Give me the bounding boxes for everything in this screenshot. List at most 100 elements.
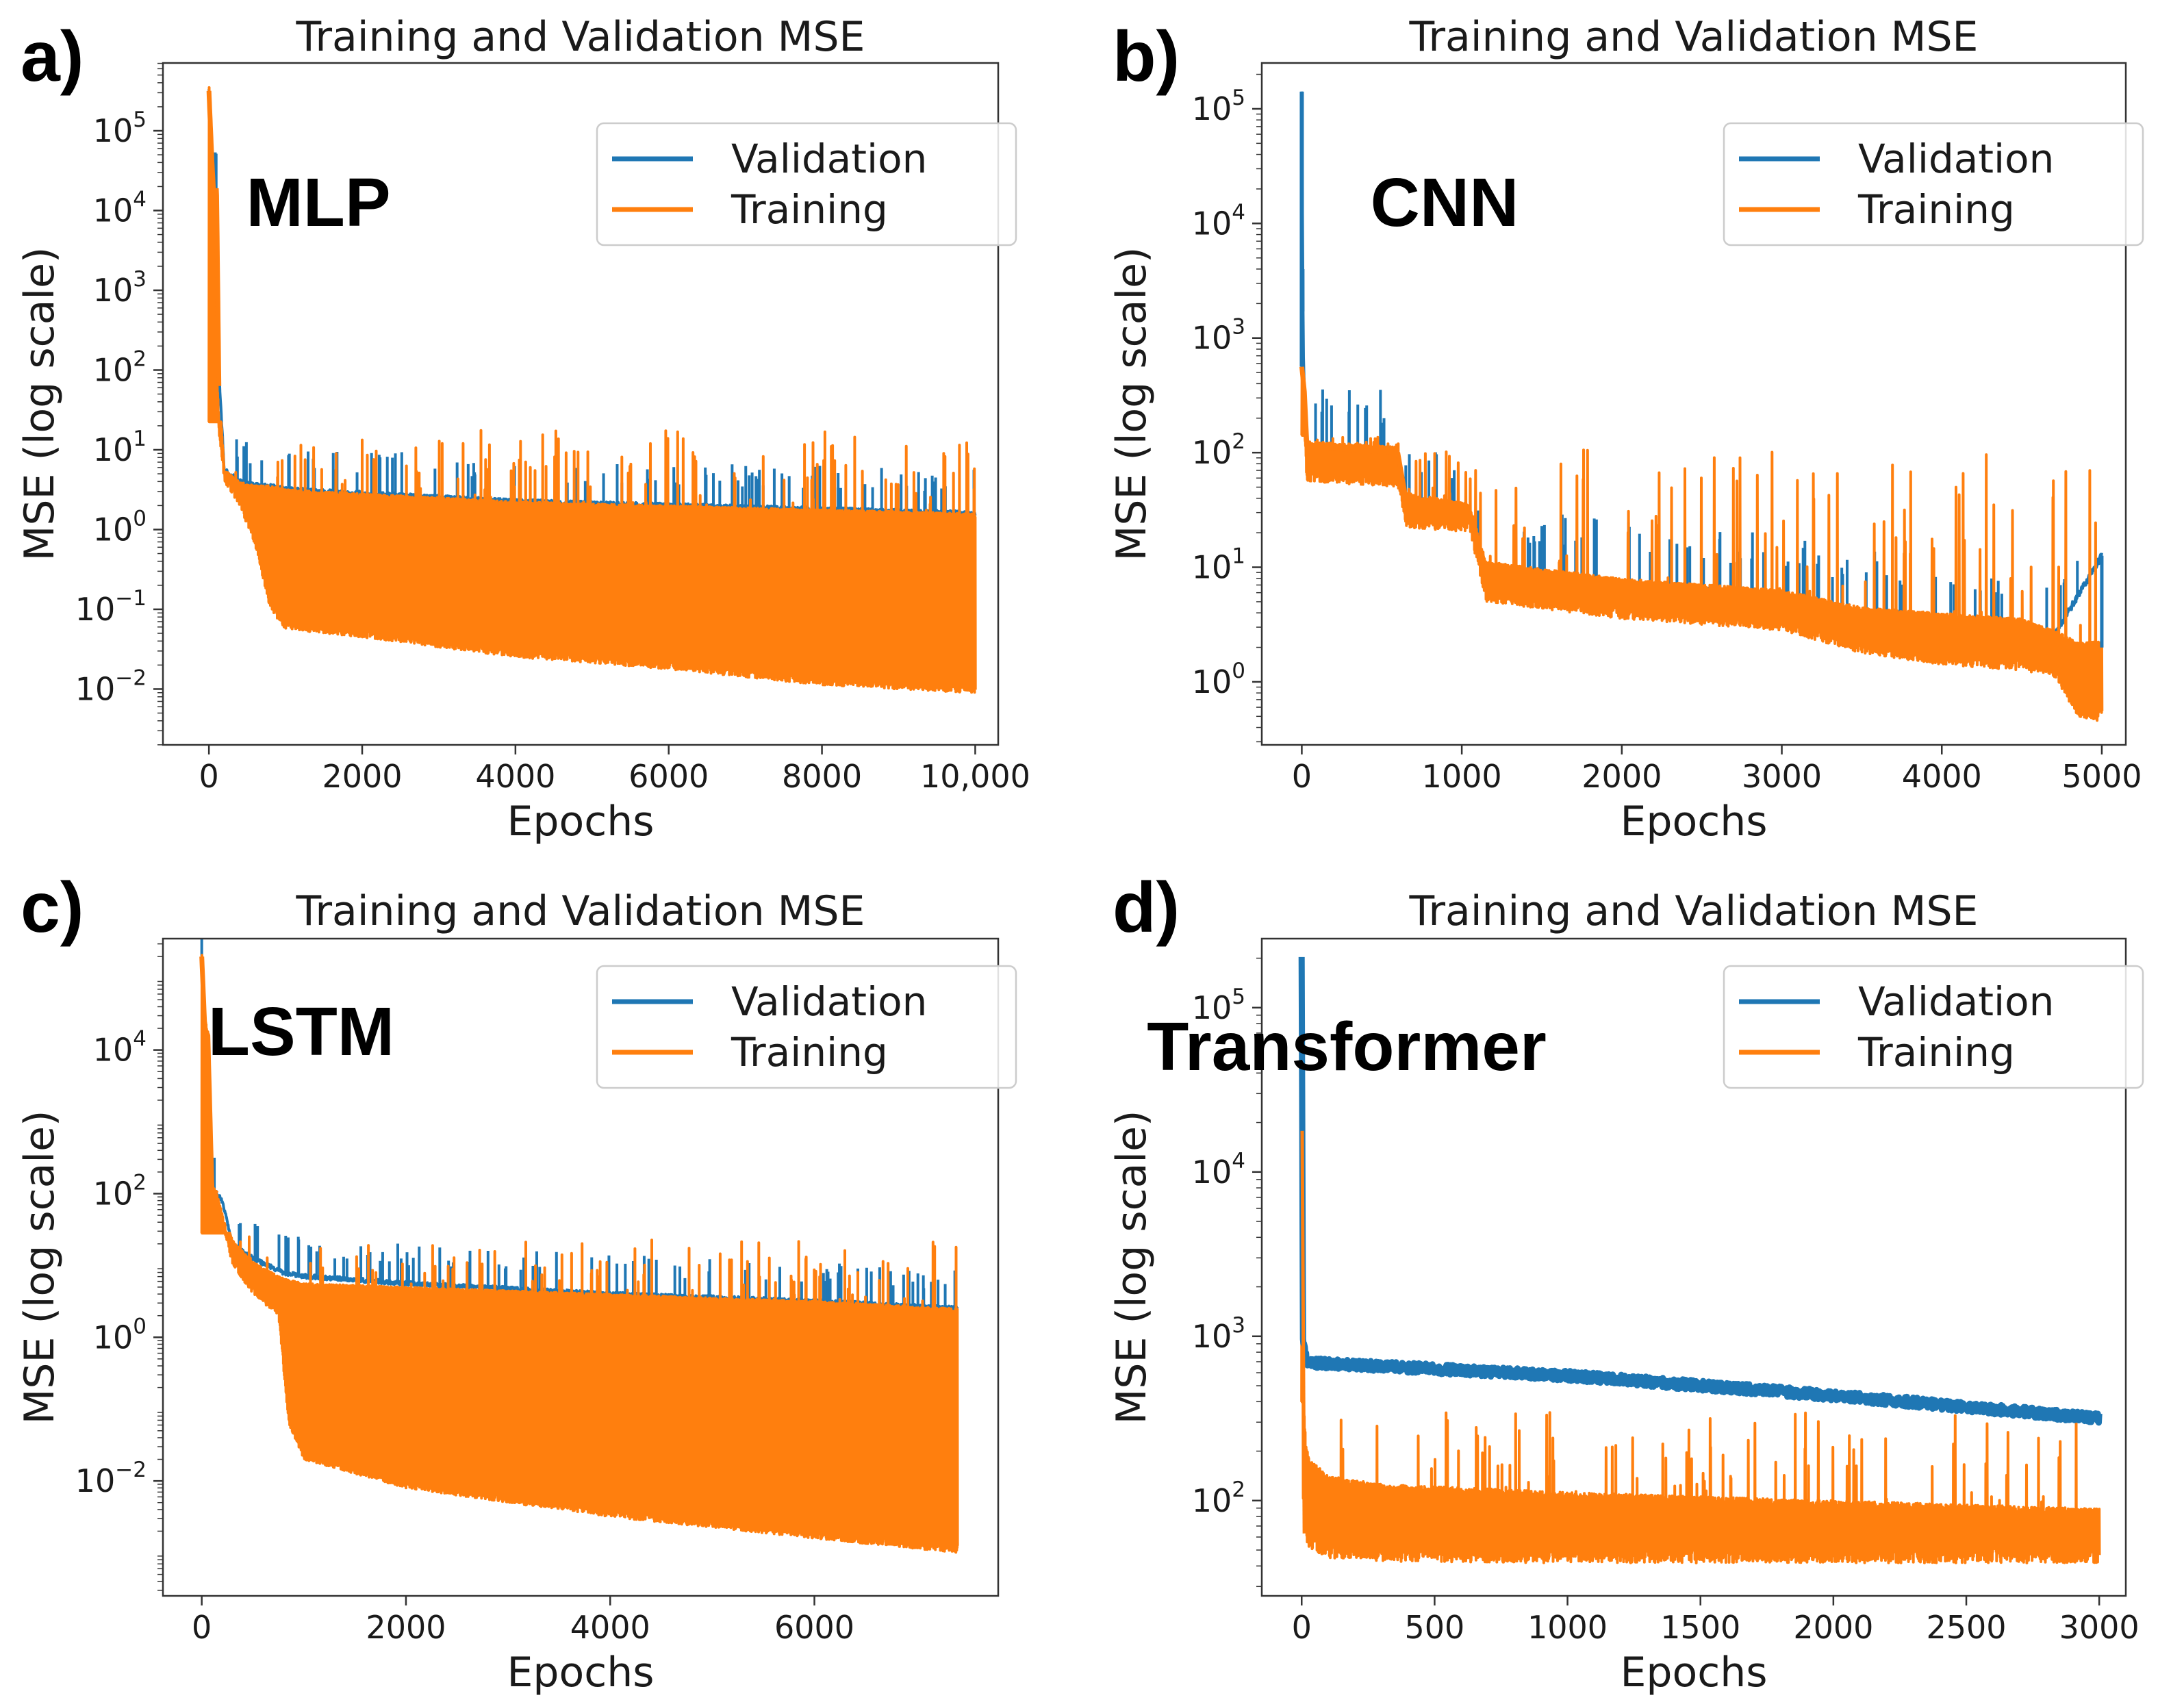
- y-axis-label: MSE (log scale): [1108, 247, 1156, 561]
- legend-label-validation: Validation: [731, 978, 927, 1025]
- legend-label-validation: Validation: [1858, 136, 2054, 182]
- panel-d: d) Training and Validation MSE 0 500 1000 150…: [1092, 851, 2184, 1702]
- y-tick-label: 104: [93, 188, 147, 229]
- y-tick-label: 103: [1192, 315, 1245, 357]
- y-tick-label: 10−2: [75, 1458, 147, 1499]
- training-series-line: [207, 86, 977, 694]
- training-initial-decay: [199, 956, 219, 1196]
- training-series-line: [200, 954, 959, 1554]
- x-tick-label: 8000: [782, 758, 862, 795]
- model-label: MLP: [246, 164, 390, 241]
- y-axis-label: MSE (log scale): [16, 247, 64, 561]
- model-label: CNN: [1371, 164, 1519, 241]
- x-tick-label: 1500: [1660, 1609, 1740, 1646]
- y-tick-label: 105: [1192, 985, 1245, 1026]
- x-tick-label: 1000: [1527, 1609, 1608, 1646]
- x-tick-label: 3000: [1742, 758, 1822, 795]
- y-tick-label: 10−2: [75, 665, 147, 707]
- y-tick-label: 103: [1192, 1313, 1245, 1355]
- panel-a: a) Training and Validation MSE 0 2000 4000 60…: [0, 0, 1092, 851]
- chart-lstm: c) Training and Validation MSE 0 2000 4000 60…: [16, 868, 1017, 1697]
- y-tick-label: 103: [93, 267, 147, 309]
- legend-label-validation: Validation: [731, 136, 927, 182]
- chart-mlp: a) Training and Validation MSE 0 2000 4000 60…: [16, 13, 1030, 846]
- y-tick-label: 100: [93, 1314, 147, 1356]
- training-initial-decay: [1299, 366, 1408, 499]
- legend-frame: [1723, 122, 2144, 246]
- training-series-line: [1300, 1127, 2101, 1564]
- x-tick-label: 1000: [1422, 758, 1502, 795]
- panel-letter: b): [1113, 17, 1180, 97]
- legend-frame: [596, 965, 1017, 1089]
- data-layer: [1299, 91, 2104, 722]
- y-tick-label: 104: [1192, 200, 1245, 242]
- x-tick-label: 6000: [774, 1609, 854, 1646]
- panel-letter: d): [1113, 868, 1180, 948]
- y-tick-label: 101: [93, 427, 147, 468]
- y-tick-label: 10−1: [75, 586, 147, 628]
- x-tick-label: 4000: [1902, 758, 1982, 795]
- x-tick-label: 2500: [1926, 1609, 2006, 1646]
- y-tick-label: 104: [93, 1027, 147, 1069]
- x-tick-label: 0: [199, 758, 219, 795]
- validation-series-line: [1298, 956, 2103, 1426]
- model-label: LSTM: [208, 993, 394, 1070]
- axes-frame: [1260, 62, 2127, 746]
- panel-c: c) Training and Validation MSE 0 2000 4000 60…: [0, 851, 1092, 1702]
- y-axis-label: MSE (log scale): [16, 1110, 64, 1425]
- model-label: Transformer: [1147, 1008, 1547, 1085]
- training-initial-spike: [1300, 1130, 1306, 1534]
- legend-label-training: Training: [731, 1029, 888, 1076]
- panel-letter: c): [21, 868, 84, 948]
- legend-label-training: Training: [1857, 186, 2015, 233]
- x-tick-label: 5000: [2061, 758, 2142, 795]
- y-tick-label: 100: [93, 506, 147, 548]
- data-layer: [1298, 956, 2103, 1564]
- x-tick-label: 2000: [322, 758, 402, 795]
- legend-label-training: Training: [731, 186, 888, 233]
- y-tick-label: 104: [1192, 1149, 1245, 1191]
- training-initial-decay: [206, 90, 222, 386]
- data-layer: [199, 939, 959, 1554]
- panel-b: b) Training and Validation MSE 0 1000 2000 30…: [1092, 0, 2184, 851]
- y-tick-label: 102: [1192, 1477, 1245, 1519]
- x-tick-label: 2000: [366, 1609, 446, 1646]
- x-axis-label: Epochs: [1621, 1649, 1768, 1697]
- x-tick-label: 0: [1292, 758, 1312, 795]
- y-tick-label: 105: [93, 107, 147, 149]
- x-tick-label: 500: [1404, 1609, 1464, 1646]
- y-tick-label: 102: [93, 346, 147, 388]
- y-tick-label: 101: [1192, 544, 1245, 586]
- y-tick-label: 100: [1192, 659, 1245, 700]
- x-tick-label: 0: [192, 1609, 212, 1646]
- x-tick-label: 4000: [475, 758, 555, 795]
- x-tick-label: 2000: [1793, 1609, 1873, 1646]
- panel-letter: a): [21, 17, 84, 97]
- x-axis-label: Epochs: [507, 1649, 655, 1697]
- x-axis-label: Epochs: [1621, 798, 1768, 846]
- x-axis-label: Epochs: [507, 798, 655, 846]
- x-tick-label: 3000: [2059, 1609, 2139, 1646]
- y-tick-label: 105: [1192, 86, 1245, 127]
- chart-cnn: b) Training and Validation MSE 0 1000 2000 30…: [1108, 13, 2144, 846]
- data-layer: [206, 86, 977, 694]
- x-tick-label: 0: [1292, 1609, 1312, 1646]
- legend-frame: [596, 122, 1017, 246]
- axes-frame: [162, 937, 1000, 1597]
- x-tick-label: 6000: [628, 758, 709, 795]
- y-axis-label: MSE (log scale): [1108, 1110, 1156, 1425]
- chart-title: Training and Validation MSE: [1409, 887, 1979, 935]
- axes-frame: [162, 62, 1000, 746]
- chart-title: Training and Validation MSE: [296, 13, 865, 61]
- x-tick-label: 10,000: [920, 758, 1030, 795]
- legend-label-validation: Validation: [1858, 978, 2054, 1025]
- axes-frame: [1260, 937, 2127, 1597]
- chart-title: Training and Validation MSE: [1409, 13, 1979, 61]
- x-tick-label: 2000: [1582, 758, 1662, 795]
- y-tick-label: 102: [1192, 429, 1245, 471]
- legend-frame: [1723, 965, 2144, 1089]
